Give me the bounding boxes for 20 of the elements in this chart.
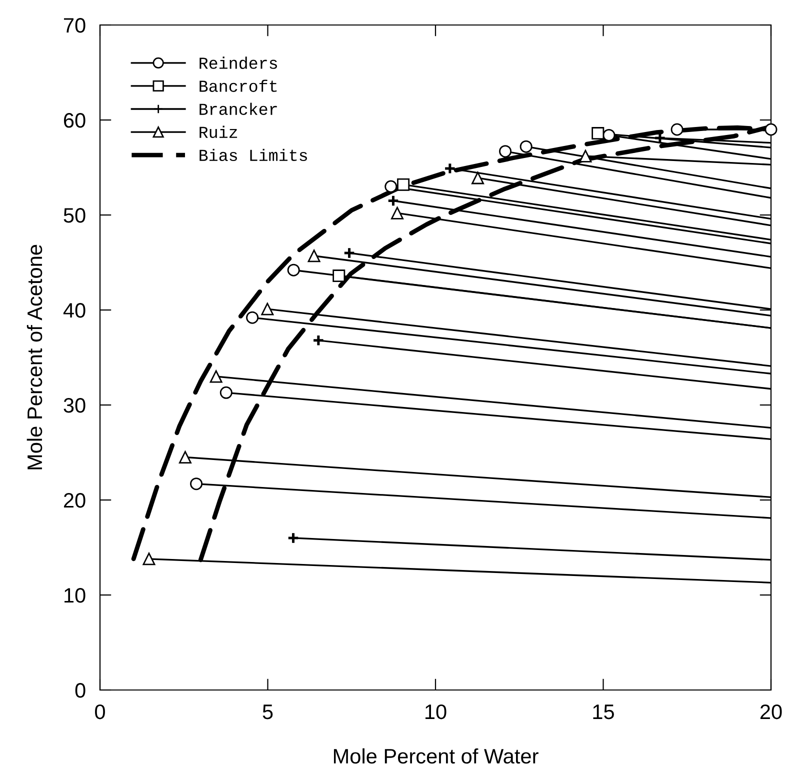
x-tick-label: 5 — [262, 704, 273, 720]
y-tick-label: 20 — [64, 493, 86, 508]
y-axis-title: Mole Percent of Acetone — [26, 244, 42, 470]
y-tick-label: 40 — [63, 303, 86, 318]
y-tick-label: 60 — [64, 113, 86, 128]
legend-label: Ruiz — [200, 126, 238, 138]
x-tick-label: 20 — [760, 704, 782, 720]
y-tick-label: 0 — [75, 683, 86, 698]
x-tick-label: 0 — [95, 704, 105, 720]
x-tick-label: 15 — [593, 704, 614, 720]
x-axis-title: Mole Percent of Water — [334, 748, 538, 764]
y-tick-label: 10 — [64, 588, 86, 603]
legend-label: Bias Limits — [200, 148, 307, 162]
y-tick-label: 30 — [64, 398, 86, 413]
legend-label: Bancroft — [200, 80, 277, 92]
legend-label: Brancker — [200, 102, 277, 115]
y-tick-label: 50 — [64, 208, 86, 223]
x-tick-label: 10 — [426, 704, 446, 720]
legend-label: Reinders — [200, 56, 277, 69]
y-tick-label: 70 — [64, 18, 86, 33]
